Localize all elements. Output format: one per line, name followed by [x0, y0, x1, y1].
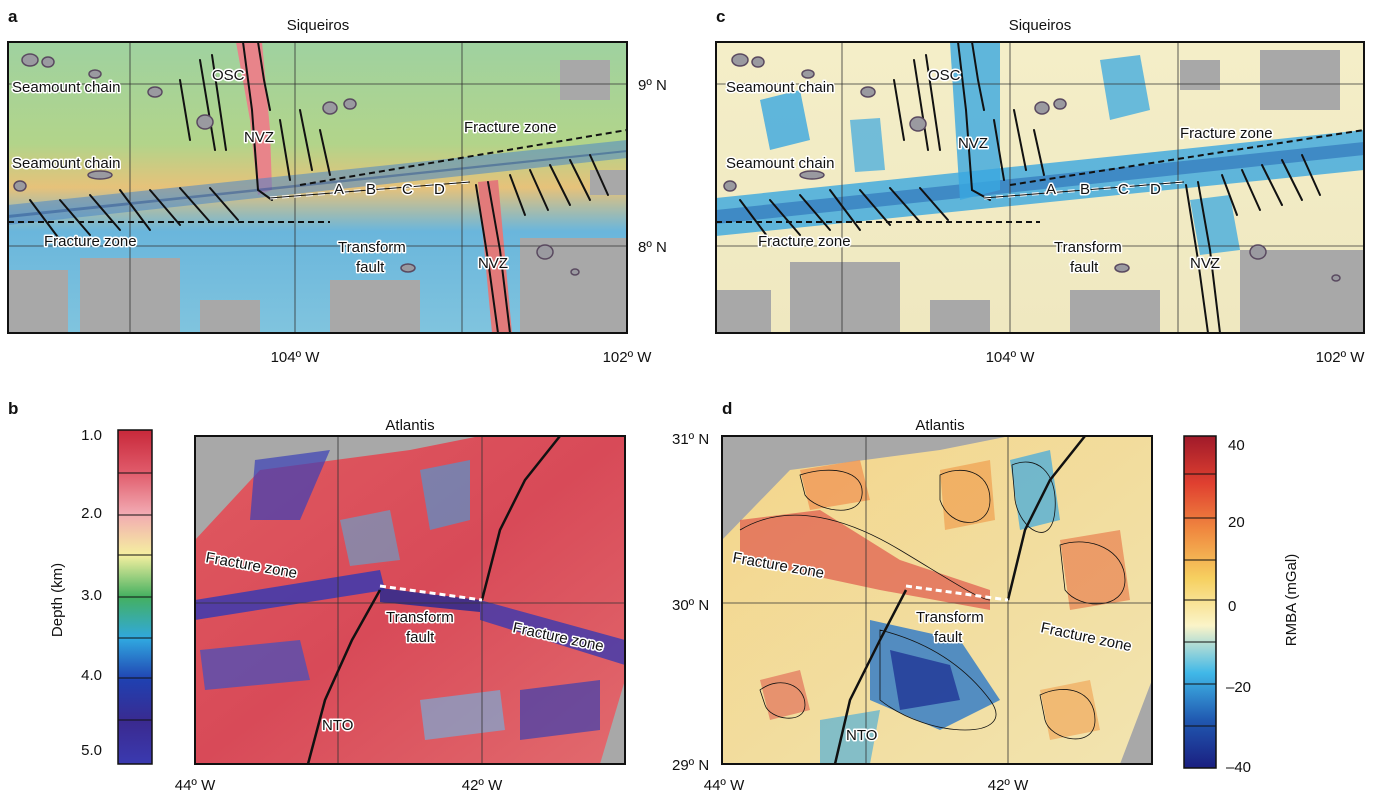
panel-c-map: [716, 42, 1364, 333]
panel-b-title: Atlantis: [385, 417, 434, 434]
rmba-tick-20: 20: [1228, 514, 1245, 531]
rmba-colorbar: 40 20 0 –20 –40 RMBA (mGal): [1183, 435, 1300, 776]
panel-a-fz-label-1: Fracture zone: [464, 119, 557, 136]
panel-a-nvz-label-2: NVZ: [478, 255, 508, 272]
panel-a-map: [8, 42, 627, 333]
panel-d: d Atlantis 31º N 30º N 29º N: [672, 399, 1300, 794]
panel-c-tf-label-1: Transform: [1054, 239, 1122, 256]
panel-c-point-D: D: [1150, 181, 1161, 198]
panel-a-point-A: A: [334, 181, 344, 198]
panel-a-fz-label-2: Fracture zone: [44, 233, 137, 250]
panel-a-osc-label: OSC: [212, 67, 245, 84]
panel-d-title: Atlantis: [915, 417, 964, 434]
rmba-axis-label: RMBA (mGal): [1283, 554, 1300, 647]
panel-c-fz-label-2: Fracture zone: [758, 233, 851, 250]
panel-a-point-C: C: [402, 181, 413, 198]
depth-tick-4: 4.0: [81, 667, 102, 684]
panel-a-lon-104w: 104º W: [271, 349, 321, 366]
panel-b-lon-42w: 42º W: [462, 777, 503, 794]
panel-a-nvz-label-1: NVZ: [244, 129, 274, 146]
panel-b: b Atlantis 1.0 2.0 3.0 4.0 5.0 Depth (km…: [8, 399, 626, 794]
panel-c-nvz-label-1: NVZ: [958, 135, 988, 152]
rmba-tick-neg40: –40: [1226, 759, 1251, 776]
panel-a-lon-102w: 102º W: [603, 349, 653, 366]
panel-d-lat-31n: 31º N: [672, 431, 709, 448]
panel-c-seamount-label-2: Seamount chain: [726, 155, 834, 172]
panel-c: c Siqueiros: [715, 7, 1366, 366]
panel-a-lat-8n: 8º N: [638, 239, 667, 256]
panel-a-point-B: B: [366, 181, 376, 198]
panel-a-faults: [29, 42, 609, 333]
panel-c-faults: [739, 42, 1321, 333]
rmba-tick-0: 0: [1228, 598, 1236, 615]
panel-c-point-B: B: [1080, 181, 1090, 198]
panel-letter-b: b: [8, 399, 18, 418]
depth-tick-3: 3.0: [81, 587, 102, 604]
panel-letter-c: c: [716, 7, 725, 26]
panel-a-point-D: D: [434, 181, 445, 198]
panel-c-title: Siqueiros: [1009, 17, 1072, 34]
panel-b-tf-label-1: Transform: [386, 609, 454, 626]
panel-a-lat-9n: 9º N: [638, 77, 667, 94]
panel-d-lon-42w: 42º W: [988, 777, 1029, 794]
panel-d-lat-29n: 29º N: [672, 757, 709, 774]
panel-d-tf-label-2: fault: [934, 629, 963, 646]
depth-axis-label: Depth (km): [49, 563, 66, 637]
depth-tick-5: 5.0: [81, 742, 102, 759]
panel-a-title: Siqueiros: [287, 17, 350, 34]
panel-b-lon-44w: 44º W: [175, 777, 216, 794]
panel-a-tf-label-1: Transform: [338, 239, 406, 256]
panel-c-lon-102w: 102º W: [1316, 349, 1366, 366]
panel-c-tf-label-2: fault: [1070, 259, 1099, 276]
depth-tick-1: 1.0: [81, 427, 102, 444]
panel-b-tf-label-2: fault: [406, 629, 435, 646]
panel-c-fz-label-1: Fracture zone: [1180, 125, 1273, 142]
panel-letter-d: d: [722, 399, 732, 418]
panel-c-nvz-label-2: NVZ: [1190, 255, 1220, 272]
depth-colorbar: 1.0 2.0 3.0 4.0 5.0 Depth (km): [49, 427, 153, 765]
panel-a: a Siqueiros: [7, 7, 667, 366]
panel-b-map: [195, 436, 625, 764]
panel-a-seamount-label-2: Seamount chain: [12, 155, 120, 172]
panel-c-lon-104w: 104º W: [986, 349, 1036, 366]
depth-tick-2: 2.0: [81, 505, 102, 522]
panel-a-tf-label-2: fault: [356, 259, 385, 276]
panel-d-tf-label-1: Transform: [916, 609, 984, 626]
panel-a-seamount-label-1: Seamount chain: [12, 79, 120, 96]
panel-d-map: [722, 436, 1152, 764]
panel-letter-a: a: [8, 7, 18, 26]
panel-c-point-C: C: [1118, 181, 1129, 198]
panel-d-lon-44w: 44º W: [704, 777, 745, 794]
rmba-tick-neg20: –20: [1226, 679, 1251, 696]
rmba-tick-40: 40: [1228, 437, 1245, 454]
panel-b-nto-label: NTO: [322, 717, 353, 734]
panel-d-nto-label: NTO: [846, 727, 877, 744]
panel-c-point-A: A: [1046, 181, 1056, 198]
panel-c-osc-label: OSC: [928, 67, 961, 84]
panel-d-lat-30n: 30º N: [672, 597, 709, 614]
panel-c-seamount-label-1: Seamount chain: [726, 79, 834, 96]
